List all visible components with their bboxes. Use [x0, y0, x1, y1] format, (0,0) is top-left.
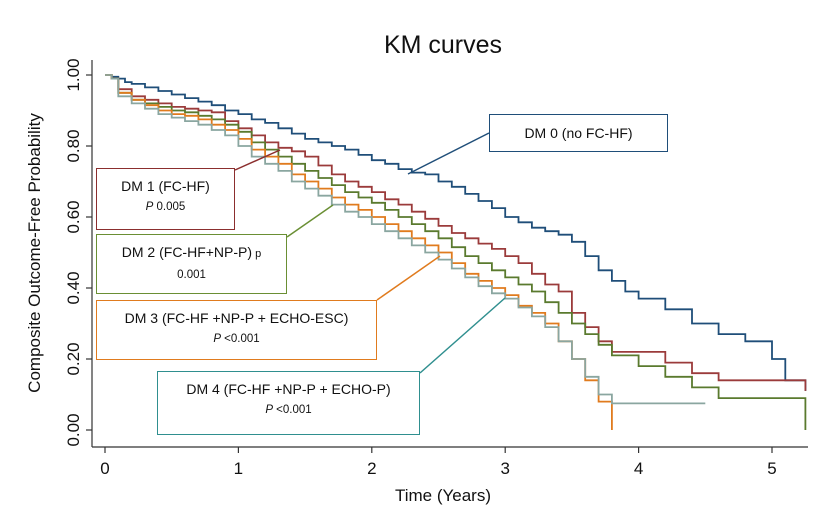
y-tick-label: 0.80 — [64, 129, 83, 162]
annotation-group-label: DM 0 (no FC-HF) — [524, 125, 633, 141]
x-tick-label: 1 — [234, 459, 243, 478]
annotation-group-label: DM 4 (FC-HF +NP-P + ECHO-P) — [186, 381, 391, 397]
annotation-p-prefix: p — [252, 248, 262, 260]
annotation-p-value: <0.001 — [272, 404, 312, 416]
annotation-box-dm4: DM 4 (FC-HF +NP-P + ECHO-P) P <0.001 — [157, 371, 420, 435]
annotation-box-dm1: DM 1 (FC-HF) P 0.005 — [96, 168, 235, 230]
y-tick-label: 1.00 — [64, 58, 83, 91]
y-tick-label: 0.60 — [64, 200, 83, 233]
annotation-p-label: P — [213, 333, 221, 345]
annotation-box-dm2: DM 2 (FC-HF+NP-P) p 0.001 — [96, 234, 287, 294]
x-axis-label: Time (Years) — [395, 486, 491, 505]
annotation-box-dm3: DM 3 (FC-HF +NP-P + ECHO-ESC) P <0.001 — [96, 300, 377, 360]
y-tick-label: 0.40 — [64, 271, 83, 304]
annotation-p-value: <0.001 — [220, 333, 260, 345]
annotation-leader-dm1 — [234, 149, 281, 171]
x-tick-label: 2 — [367, 459, 376, 478]
x-tick-label: 3 — [500, 459, 509, 478]
x-tick-label: 0 — [100, 459, 109, 478]
annotation-group-label: DM 1 (FC-HF) — [121, 178, 210, 194]
annotation-leader-dm4 — [419, 297, 506, 374]
km-curve-dm0 — [105, 74, 807, 391]
annotation-p-value: 0.005 — [153, 201, 186, 213]
annotation-leader-dm2 — [286, 204, 334, 238]
annotation-group-label: DM 3 (FC-HF +NP-P + ECHO-ESC) — [124, 310, 349, 326]
survival-curves — [105, 74, 807, 430]
annotation-p-value: 0.001 — [177, 269, 206, 281]
annotation-p-label: P — [265, 404, 273, 416]
annotation-leader-dm0 — [407, 132, 490, 175]
axis-ticks: 0 1 2 3 4 5 0.00 0.20 0.40 0.60 0.80 1.00 — [64, 58, 777, 478]
annotation-box-dm0: DM 0 (no FC-HF) — [489, 114, 668, 152]
km-curve-dm1 — [105, 74, 807, 391]
annotation-leader-dm3 — [376, 255, 441, 301]
y-tick-label: 0.20 — [64, 342, 83, 375]
annotation-leaders — [234, 132, 506, 374]
km-curve-dm2 — [105, 74, 807, 430]
chart-title: KM curves — [384, 31, 502, 59]
x-tick-label: 4 — [634, 459, 643, 478]
x-tick-label: 5 — [767, 459, 776, 478]
annotation-group-label: DM 2 (FC-HF+NP-P) — [121, 244, 253, 260]
y-axis-label: Composite Outcome-Free Probability — [25, 113, 44, 393]
y-tick-label: 0.00 — [64, 413, 83, 446]
annotation-p-label: P — [145, 201, 154, 213]
km-curve-dm3 — [105, 74, 613, 430]
km-curve-dm4 — [105, 74, 706, 405]
